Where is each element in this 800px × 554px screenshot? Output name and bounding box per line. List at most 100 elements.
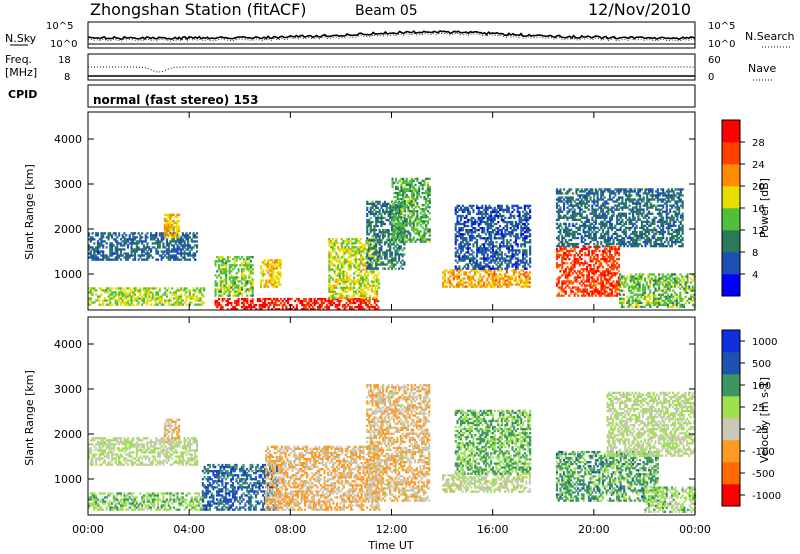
power-cell [568, 254, 571, 257]
power-cell [360, 258, 363, 261]
power-cell [116, 258, 119, 261]
power-cell [598, 270, 601, 273]
power-cell [559, 270, 562, 273]
power-cell [246, 264, 249, 267]
power-cell [421, 179, 424, 182]
power-cell [342, 294, 345, 297]
power-cell [479, 245, 482, 248]
power-cell [109, 303, 112, 306]
power-cell [586, 230, 589, 234]
power-cell [482, 285, 485, 288]
power-cell [594, 236, 597, 240]
power-cell [360, 260, 363, 263]
power-cell [96, 297, 99, 300]
power-cell [376, 218, 379, 222]
power-cell [341, 303, 344, 307]
power-cell [612, 260, 615, 263]
power-cell [495, 257, 498, 260]
power-cell [380, 241, 383, 244]
power-cell [614, 284, 617, 287]
power-cell [102, 258, 105, 261]
power-cell [276, 308, 279, 311]
power-cell [584, 242, 587, 246]
power-cell [502, 239, 505, 242]
power-cell [506, 224, 509, 228]
power-cell [139, 238, 142, 241]
power-cell [589, 222, 592, 225]
power-cell [230, 264, 233, 267]
power-cell [495, 283, 498, 286]
power-cell [412, 230, 415, 233]
power-cell [409, 240, 412, 243]
power-cell [603, 270, 606, 273]
power-cell [395, 232, 398, 235]
power-cell [398, 214, 401, 217]
power-cell [272, 265, 275, 268]
power-cell [287, 301, 290, 305]
power-cell [598, 212, 601, 215]
power-cell [391, 179, 394, 182]
power-cell [488, 273, 491, 276]
power-cell [361, 280, 364, 283]
power-cell [479, 235, 482, 238]
power-cell [523, 263, 526, 266]
power-cell [330, 286, 333, 289]
power-cell [591, 268, 594, 271]
power-cell [506, 267, 509, 270]
power-cell [174, 231, 177, 235]
power-cell [261, 269, 264, 272]
power-cell [584, 251, 587, 255]
power-cell [347, 248, 350, 251]
power-cell [468, 210, 471, 214]
power-cell [564, 238, 567, 242]
power-cell [502, 245, 505, 248]
power-cell [482, 281, 485, 284]
power-cell [148, 289, 151, 292]
power-cell [402, 224, 405, 227]
power-cell [283, 301, 286, 305]
power-cell [318, 305, 321, 309]
power-cell [458, 283, 461, 286]
power-cell [561, 236, 564, 240]
power-cell [373, 212, 376, 216]
power-cell [102, 254, 105, 257]
power-cell [578, 276, 581, 279]
power-cell [141, 303, 144, 306]
power-cell [452, 271, 455, 274]
power-cell [324, 297, 327, 301]
power-cell [594, 270, 597, 273]
power-cell [123, 238, 126, 241]
power-cell [389, 220, 392, 224]
power-cell [174, 236, 177, 239]
power-cell [194, 258, 197, 261]
power-cell [376, 263, 379, 266]
power-cell [564, 276, 567, 279]
power-cell [128, 256, 131, 259]
power-cell [328, 240, 331, 243]
power-cell [248, 305, 251, 309]
power-cell [221, 264, 224, 267]
power-cell [488, 265, 491, 268]
power-cell [460, 259, 463, 262]
power-cell [486, 259, 489, 262]
power-cell [518, 271, 521, 274]
power-cell [331, 296, 334, 299]
power-cell [500, 253, 503, 256]
power-cell [328, 290, 331, 293]
power-cell [589, 236, 592, 240]
power-cell [114, 246, 117, 249]
power-cell [566, 200, 569, 203]
power-cell [380, 239, 383, 242]
power-cell [527, 235, 530, 238]
power-cell [174, 215, 177, 218]
power-cell [484, 220, 487, 224]
power-cell [153, 234, 156, 237]
power-cell [603, 234, 606, 238]
power-cell [109, 248, 112, 251]
power-cell [112, 252, 115, 255]
power-cell [405, 240, 408, 243]
power-cell [421, 222, 424, 225]
power-cell [102, 256, 105, 259]
power-cell [555, 245, 558, 248]
power-cell [403, 226, 406, 229]
